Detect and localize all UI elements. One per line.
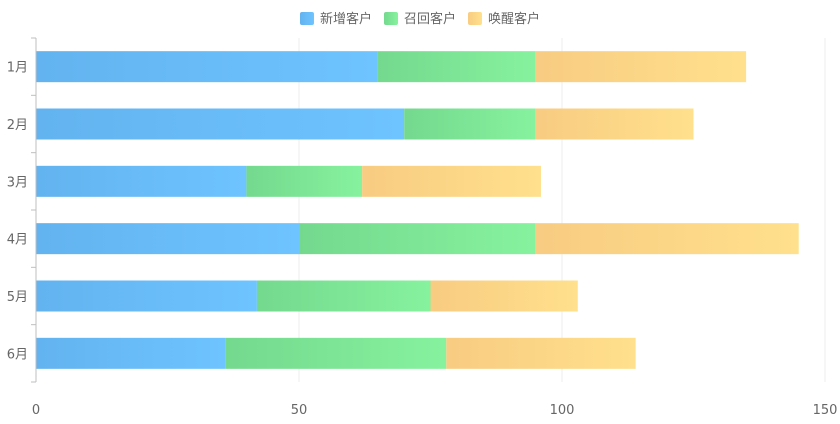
bar-5-2 — [446, 337, 636, 369]
legend-label-2: 唤醒客户 — [488, 11, 540, 27]
bar-4-1 — [256, 280, 431, 312]
bar-5-0 — [36, 337, 226, 369]
x-tick-label-2: 100 — [550, 403, 575, 418]
x-tick-label-0: 0 — [32, 403, 40, 418]
bar-4-0 — [36, 280, 257, 312]
y-tick-label-2: 3月 — [7, 175, 28, 190]
bar-1-0 — [36, 108, 405, 140]
bar-3-2 — [535, 223, 799, 255]
bar-1-2 — [535, 108, 694, 140]
bar-0-1 — [377, 51, 536, 83]
y-tick-label-4: 5月 — [7, 290, 28, 305]
x-tick-label-1: 50 — [291, 403, 308, 418]
legend-swatch-1 — [384, 12, 398, 25]
axes: 1月 2月 3月 4月 5月 6月 0 50 100 150 — [7, 37, 838, 418]
y-tick-label-0: 1月 — [7, 61, 28, 76]
legend-swatch-2 — [468, 12, 482, 25]
y-tick-label-5: 6月 — [7, 347, 28, 362]
y-tick-label-3: 4月 — [7, 233, 28, 248]
bar-4-2 — [430, 280, 578, 312]
y-tick-label-1: 2月 — [7, 118, 28, 133]
bar-2-1 — [246, 165, 363, 197]
bar-0-0 — [36, 51, 378, 83]
legend-label-1: 召回客户 — [404, 11, 456, 27]
bar-3-1 — [299, 223, 536, 255]
bar-5-1 — [225, 337, 447, 369]
x-tick-label-3: 150 — [813, 403, 838, 418]
legend-label-0: 新增客户 — [320, 11, 372, 27]
bar-1-1 — [404, 108, 536, 140]
bar-2-0 — [36, 165, 247, 197]
bar-2-2 — [362, 165, 541, 197]
bar-0-2 — [535, 51, 747, 83]
grid-lines — [298, 38, 826, 382]
bars — [36, 51, 799, 369]
legend: 新增客户 召回客户 唤醒客户 — [300, 11, 540, 27]
legend-swatch-0 — [300, 12, 314, 25]
bar-3-0 — [36, 223, 299, 255]
